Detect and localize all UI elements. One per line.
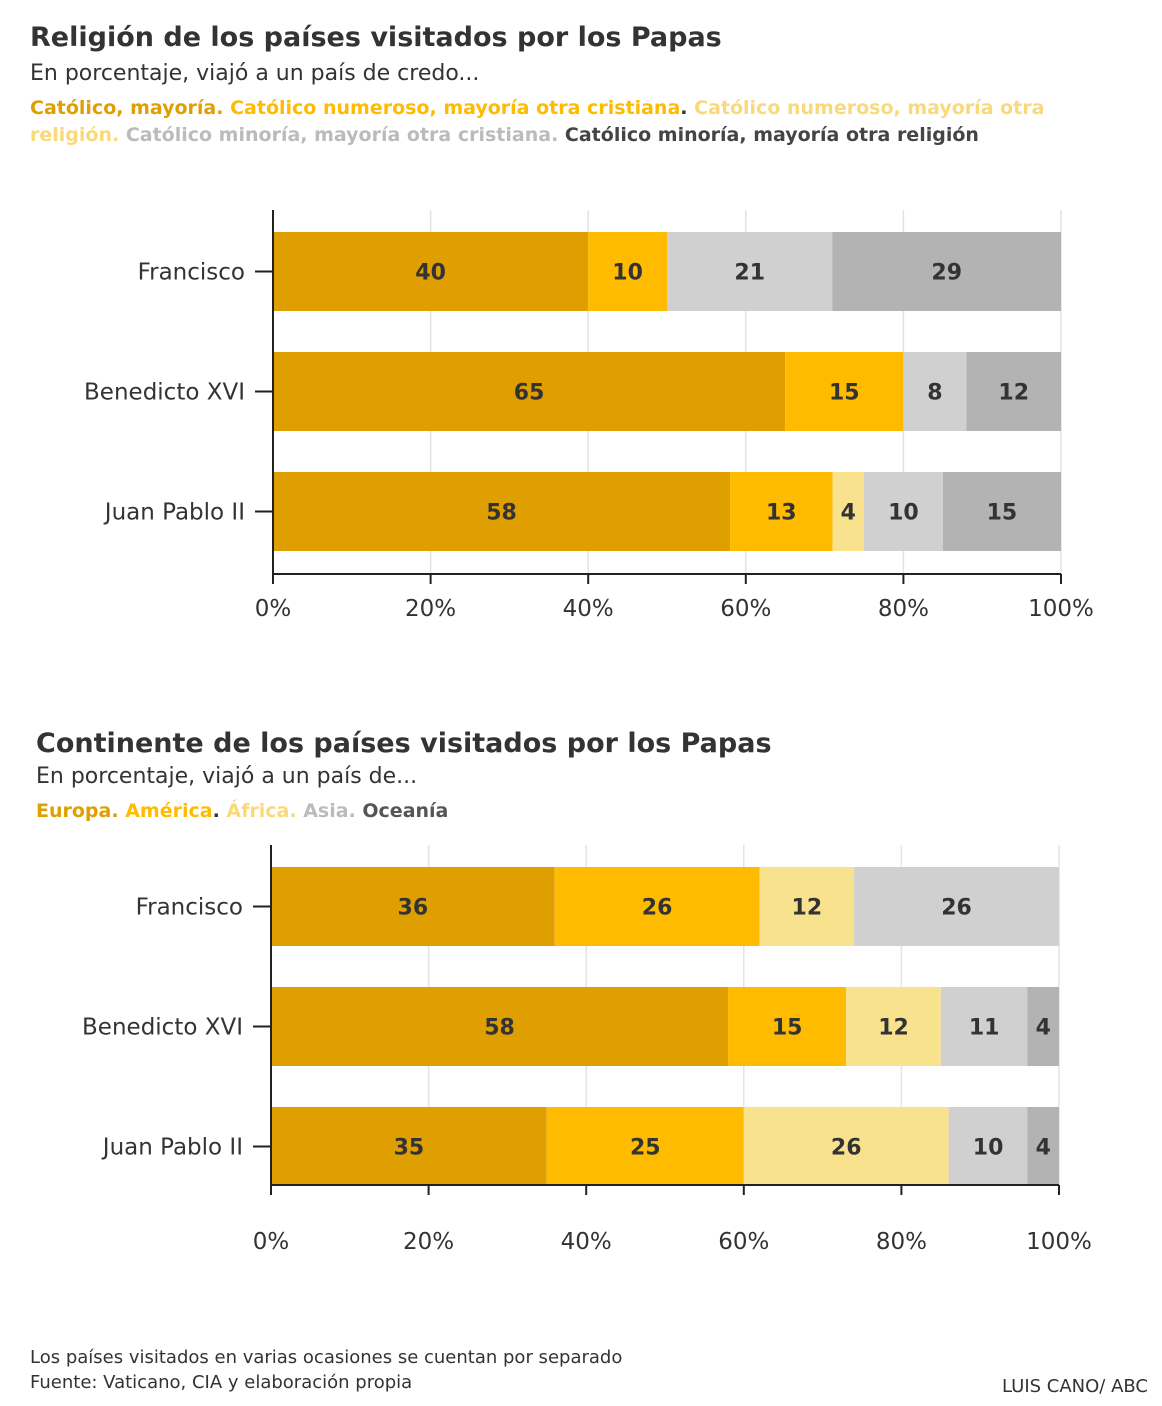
bar-segment bbox=[667, 232, 833, 311]
data-label: 13 bbox=[766, 501, 797, 526]
legend-item: Católico, mayoría. bbox=[30, 97, 224, 119]
bar-segment bbox=[271, 867, 555, 946]
data-label: 21 bbox=[734, 261, 765, 286]
bar-segment bbox=[903, 352, 967, 431]
legend-separator: . bbox=[680, 97, 688, 119]
bar-segment bbox=[966, 352, 1061, 431]
legend-item: Europa. bbox=[36, 800, 119, 822]
x-tick-label: 80% bbox=[876, 1229, 927, 1255]
bar-segment bbox=[728, 987, 847, 1066]
data-label: 15 bbox=[829, 381, 860, 406]
category-label: Francisco bbox=[138, 260, 245, 286]
bar-segment bbox=[743, 1107, 949, 1186]
data-label: 12 bbox=[878, 1016, 909, 1041]
x-tick-label: 0% bbox=[253, 1229, 290, 1255]
data-label: 12 bbox=[998, 381, 1029, 406]
data-label: 10 bbox=[888, 501, 919, 526]
bar-segment bbox=[832, 232, 1061, 311]
source-note: Fuente: Vaticano, CIA y elaboración prop… bbox=[30, 1372, 413, 1393]
x-tick-label: 40% bbox=[563, 596, 614, 622]
x-tick-label: 60% bbox=[720, 596, 771, 622]
credit: LUIS CANO/ ABC bbox=[1002, 1376, 1148, 1397]
data-label: 26 bbox=[642, 896, 673, 921]
bar-segment bbox=[785, 352, 904, 431]
x-tick-label: 100% bbox=[1028, 596, 1094, 622]
data-label: 25 bbox=[630, 1136, 661, 1161]
chart-1-plot: 40 10 21 29 Francisco 65 15 8 12 Benedicto XVI 58 1… bbox=[0, 190, 1162, 640]
data-label: 58 bbox=[484, 1016, 515, 1041]
legend-item: África. bbox=[226, 800, 297, 822]
bar-segment bbox=[1027, 1107, 1059, 1186]
footnote: Los países visitados en varias ocasiones… bbox=[30, 1347, 623, 1368]
data-label: 26 bbox=[831, 1136, 862, 1161]
chart-2-subtitle: En porcentaje, viajó a un país de... bbox=[36, 764, 418, 789]
data-label: 10 bbox=[973, 1136, 1004, 1161]
data-label: 4 bbox=[1036, 1136, 1051, 1161]
x-tick-label: 0% bbox=[255, 596, 292, 622]
data-label: 26 bbox=[941, 896, 972, 921]
data-label: 12 bbox=[792, 896, 823, 921]
category-label: Francisco bbox=[136, 895, 243, 921]
legend-item: Católico numeroso, mayoría otra religión… bbox=[30, 97, 1045, 146]
data-label: 15 bbox=[987, 501, 1018, 526]
x-tick-label: 80% bbox=[878, 596, 929, 622]
bar-segment bbox=[546, 1107, 744, 1186]
bar-segment bbox=[730, 472, 833, 551]
data-label: 36 bbox=[398, 896, 429, 921]
bar-segment bbox=[759, 867, 855, 946]
legend-item: Oceanía bbox=[362, 800, 449, 822]
bar-segment bbox=[864, 472, 943, 551]
data-label: 4 bbox=[841, 501, 856, 526]
legend-item: América bbox=[125, 800, 213, 822]
chart-2-plot: 36 26 12 26 Francisco 58 15 12 11 4 Benedicto XVI 3… bbox=[0, 825, 1162, 1275]
legend-item: Católico minoría, mayoría otra religión bbox=[564, 124, 979, 146]
bar-segment bbox=[273, 472, 731, 551]
data-label: 35 bbox=[394, 1136, 425, 1161]
x-tick-label: 100% bbox=[1026, 1229, 1092, 1255]
chart-1-subtitle: En porcentaje, viajó a un país de credo.… bbox=[30, 61, 480, 86]
data-label: 4 bbox=[1036, 1016, 1051, 1041]
legend-item: Católico minoría, mayoría otra cristiana… bbox=[125, 124, 559, 146]
x-tick-label: 60% bbox=[718, 1229, 769, 1255]
bar-segment bbox=[940, 987, 1028, 1066]
legend-item: Asia. bbox=[303, 800, 356, 822]
continent-bar-chart: 36 26 12 26 Francisco 58 15 12 11 4 Benedicto XVI 3… bbox=[82, 845, 1092, 1255]
bar-segment bbox=[846, 987, 941, 1066]
data-label: 40 bbox=[415, 261, 446, 286]
x-tick-label: 20% bbox=[405, 596, 456, 622]
bar-segment bbox=[273, 352, 786, 431]
legend-item: Católico numeroso, mayoría otra cristian… bbox=[230, 97, 681, 119]
chart-2-title: Continente de los países visitados por l… bbox=[36, 728, 772, 759]
chart-1-legend: Católico, mayoría. Católico numeroso, ma… bbox=[30, 95, 1130, 149]
bar-segment bbox=[832, 472, 864, 551]
bar-segment bbox=[948, 1107, 1028, 1186]
bar-segment bbox=[273, 232, 589, 311]
bar-segment bbox=[271, 1107, 547, 1186]
x-tick-label: 40% bbox=[561, 1229, 612, 1255]
chart-1-title: Religión de los países visitados por los… bbox=[30, 22, 722, 53]
data-label: 15 bbox=[772, 1016, 803, 1041]
bar-segment bbox=[854, 867, 1059, 946]
chart-2-legend: Europa. América. África. Asia. Oceanía bbox=[36, 798, 1036, 825]
data-label: 65 bbox=[514, 381, 545, 406]
legend-separator: . bbox=[212, 800, 220, 822]
category-label: Benedicto XVI bbox=[84, 380, 245, 406]
data-label: 10 bbox=[612, 261, 643, 286]
data-label: 11 bbox=[969, 1016, 1000, 1041]
data-label: 29 bbox=[931, 261, 962, 286]
category-label: Juan Pablo II bbox=[103, 500, 245, 526]
bar-segment bbox=[942, 472, 1061, 551]
x-tick-label: 20% bbox=[403, 1229, 454, 1255]
bar-segment bbox=[1027, 987, 1059, 1066]
data-label: 8 bbox=[927, 381, 942, 406]
category-label: Benedicto XVI bbox=[82, 1015, 243, 1041]
bar-segment bbox=[554, 867, 760, 946]
category-label: Juan Pablo II bbox=[101, 1135, 243, 1161]
bar-segment bbox=[271, 987, 729, 1066]
data-label: 58 bbox=[486, 501, 517, 526]
religion-bar-chart: 40 10 21 29 Francisco 65 15 8 12 Benedicto XVI 58 1… bbox=[84, 210, 1094, 622]
bar-segment bbox=[588, 232, 667, 311]
